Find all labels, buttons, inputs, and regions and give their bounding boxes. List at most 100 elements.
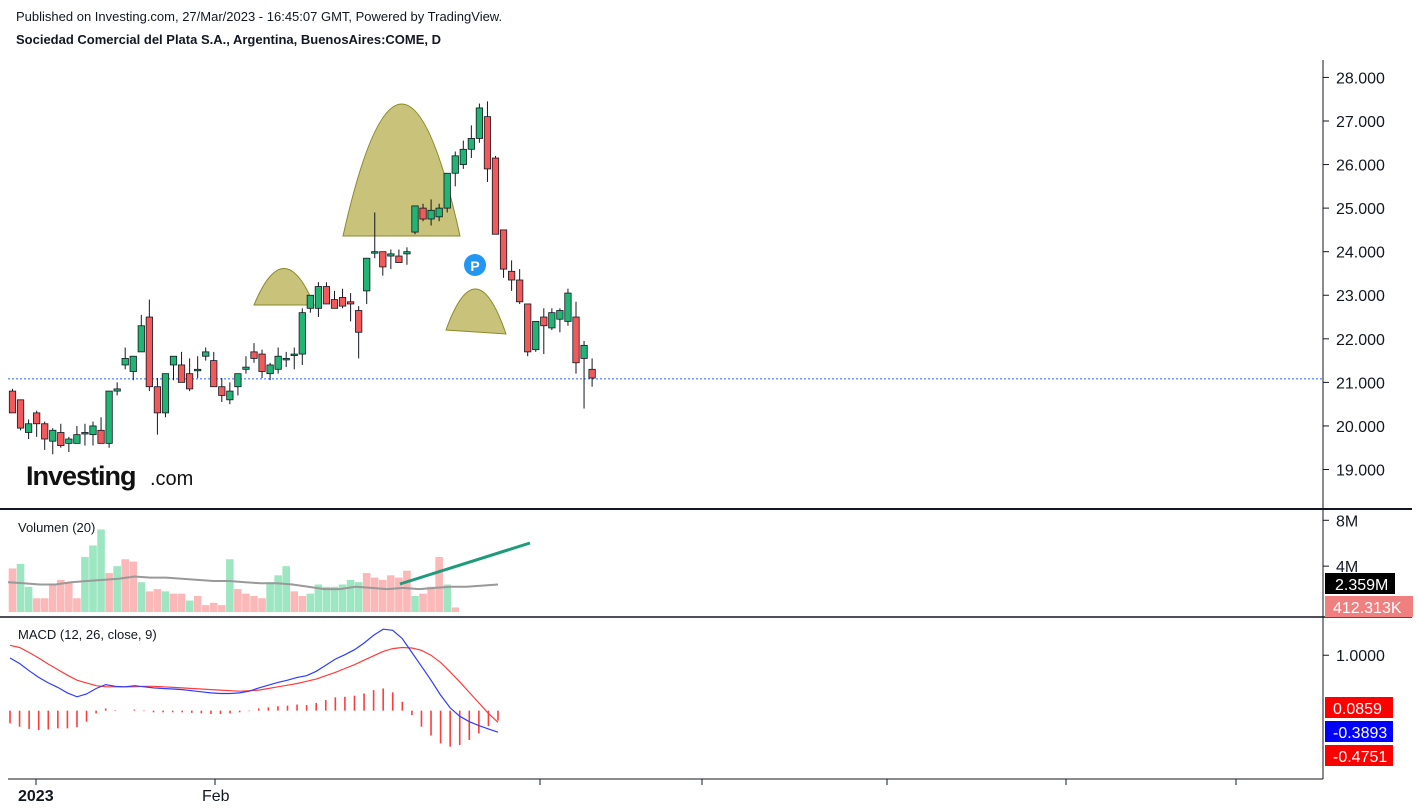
volume-bar [370,577,379,612]
candle-body-up [371,251,379,254]
candle [499,229,508,278]
candle-body-up [274,355,282,370]
candle [371,212,379,259]
candle [73,425,81,444]
candle-body-down [41,423,49,440]
candle-body-up [443,172,451,209]
price-tick-label: 28.000 [1336,70,1385,87]
candle-body-down [346,301,355,305]
macd-tag-box [1325,697,1393,718]
candle [250,343,258,363]
volume-bar [403,570,411,612]
macd-histogram [9,688,499,747]
volume-bar [282,566,290,612]
volume-bar [242,593,250,612]
candle [137,314,145,353]
last-volume-tag-box [1325,596,1413,617]
candle-body-down [145,316,153,388]
candle-body-down [524,303,532,353]
p-marker-circle[interactable] [464,254,486,276]
candle-body-up [81,432,89,435]
volume-bar [89,545,97,612]
candle-body-down [57,432,65,446]
volume-bar [298,595,307,612]
candle-body-up [580,344,588,359]
candle-body-down [33,412,41,425]
candle [346,293,355,322]
candle-body-up [306,294,314,309]
volume-bar [427,586,435,612]
candle-body-up [548,312,556,329]
volume-bar [266,582,274,612]
candle-body-down [355,310,363,333]
price-tick-label: 25.000 [1336,201,1385,218]
candle-body-up [363,257,371,292]
price-tick-label: 20.000 [1336,419,1385,436]
published-caption: Published on Investing.com, 27/Mar/2023 … [16,9,503,24]
candle [202,347,210,361]
candle-body-up [73,434,81,444]
candle [322,282,331,305]
volume-bar [105,573,113,612]
volume-bar [395,577,403,612]
candle [258,349,266,379]
time-tick-feb: Feb [202,788,230,805]
volume-bar [73,598,81,612]
volume-tag-text: 2.359M [1335,577,1388,594]
candle-body-up [113,388,121,392]
macd-signal-line [9,644,499,723]
price-tick-label: 26.000 [1336,158,1385,175]
candle [89,421,97,446]
candle-body-up [314,286,323,309]
candle-body-down [8,390,17,414]
candle [403,247,411,265]
volume-bar [330,586,339,612]
candle [57,423,65,448]
candle-body-down [483,116,492,170]
candle [395,249,403,263]
candle-body-down [185,373,194,390]
volume-bar [290,591,299,612]
candle-body-up [65,438,73,444]
candle [548,308,556,331]
candle-body-down [491,157,500,235]
candle-body-up [129,355,137,372]
macd-tag-box [1325,721,1393,742]
macd-tag-text: -0.4751 [1333,749,1387,766]
macd-value-tags: 0.0859 -0.3893 -0.4751 [1325,697,1393,766]
volume-bar [16,563,25,612]
volume-bar [113,566,121,612]
volume-bar [169,593,178,612]
candle [580,340,588,409]
candle [491,155,500,235]
candle [451,151,459,187]
candle-body-up [242,366,250,370]
candle-body-up [24,423,33,433]
candle-body-down [97,429,105,444]
time-tick-2023: 2023 [18,788,54,805]
volume-title: Volumen (20) [18,520,95,535]
candle [363,257,371,304]
price-tick-label: 24.000 [1336,245,1385,262]
price-tick-label: 21.000 [1336,375,1385,392]
volume-bar [193,595,202,612]
candle-body-up [532,320,540,351]
candle [435,203,443,222]
volume-axis: 8M 4M [1323,513,1358,576]
candle-body-up [234,373,242,388]
p-marker[interactable]: P [464,254,486,276]
candle-body-up [467,138,475,150]
volume-bar [161,591,170,612]
candle-body-down [540,316,548,327]
volume-bar [201,605,210,612]
candle [338,288,347,309]
candle-body-down [218,386,226,396]
candle-body-up [137,325,145,353]
price-axis: 28.000 27.000 26.000 25.000 24.000 23.000 22.0… [1336,70,1385,479]
candle [81,423,89,446]
candle [459,140,467,169]
volume-bar [145,591,154,612]
volume-bar [274,575,282,612]
candle [153,378,161,435]
